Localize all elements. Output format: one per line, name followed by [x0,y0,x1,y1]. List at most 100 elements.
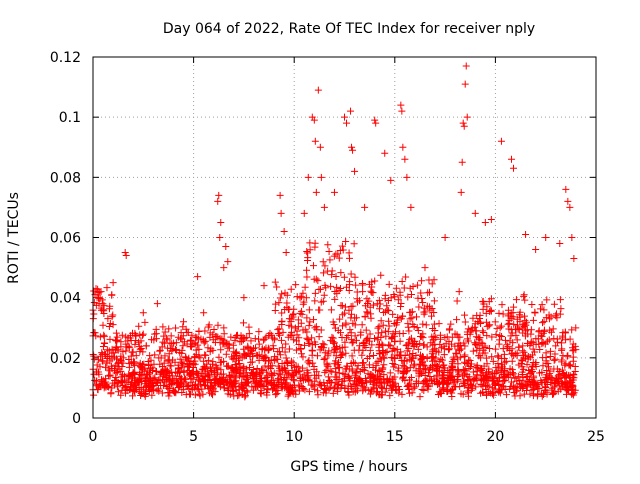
data-point [211,381,219,389]
data-point [384,297,392,305]
data-point [558,345,566,353]
data-point [129,348,137,356]
data-point [487,295,495,303]
data-point [516,377,524,385]
data-point [305,376,313,384]
data-point [543,381,551,389]
data-point [545,363,553,371]
data-point [345,365,353,373]
data-point [378,349,386,357]
data-point [351,273,359,281]
data-point [327,282,335,290]
data-point [337,329,345,337]
data-point [316,285,324,293]
data-point [90,328,98,336]
data-point [156,346,164,354]
data-point [413,313,421,321]
data-point [385,317,393,325]
data-point [460,122,468,130]
data-point [443,333,451,341]
data-point [184,357,192,365]
data-point [182,353,190,361]
data-point [253,364,261,372]
data-point [121,249,129,257]
data-point [214,197,222,205]
data-point [258,366,266,374]
data-point [109,279,117,287]
data-point [480,300,488,308]
data-point [486,308,494,316]
data-point [283,375,291,383]
data-point [259,382,267,390]
data-point [437,390,445,398]
data-point [465,365,473,373]
data-point [228,368,236,376]
data-point [472,383,480,391]
data-point [165,325,173,333]
data-point [493,377,501,385]
data-point [134,377,142,385]
data-point [289,376,297,384]
data-point [96,363,104,371]
axis-ticks: 0 5 10 15 20 25 0 0.02 0.04 0.06 0.08 0.1 0.12 [50,50,605,445]
data-point [397,300,405,308]
data-point [562,185,570,193]
data-point [217,218,225,226]
data-point [276,371,284,379]
data-point [186,336,194,344]
data-point [192,346,200,354]
data-point [119,371,127,379]
data-point [117,391,125,399]
data-point [214,365,222,373]
data-point [377,333,385,341]
data-point [118,331,126,339]
data-point [306,246,314,254]
data-point [308,334,316,342]
data-point [469,368,477,376]
data-point [396,291,404,299]
data-point [410,362,418,370]
data-point [461,318,469,326]
data-point [395,351,403,359]
data-point [348,367,356,375]
data-point [371,277,379,285]
data-point [432,354,440,362]
data-point [473,312,481,320]
data-point [471,209,479,217]
data-point [312,188,320,196]
data-point [176,355,184,363]
data-point [532,246,540,254]
data-point [338,381,346,389]
data-point [347,270,355,278]
data-point [524,378,532,386]
data-point [472,327,480,335]
data-point [515,326,523,334]
data-point [542,314,550,322]
data-point [422,377,430,385]
data-point [295,341,303,349]
data-point [160,370,168,378]
data-point [332,345,340,353]
data-point [532,362,540,370]
data-point [255,328,263,336]
data-point [108,352,116,360]
x-tick-label: 25 [587,429,605,445]
data-point [486,345,494,353]
data-point [404,293,412,301]
data-point [308,347,316,355]
data-point [112,329,120,337]
data-point [249,344,257,352]
data-point [252,383,260,391]
data-point [125,373,133,381]
data-point [171,388,179,396]
data-point [385,341,393,349]
data-point [99,342,107,350]
data-point [568,234,576,241]
data-point [414,281,422,289]
data-point [303,273,311,281]
data-point [310,365,318,373]
data-point [93,361,101,369]
data-point [511,374,519,382]
data-point [430,297,438,305]
